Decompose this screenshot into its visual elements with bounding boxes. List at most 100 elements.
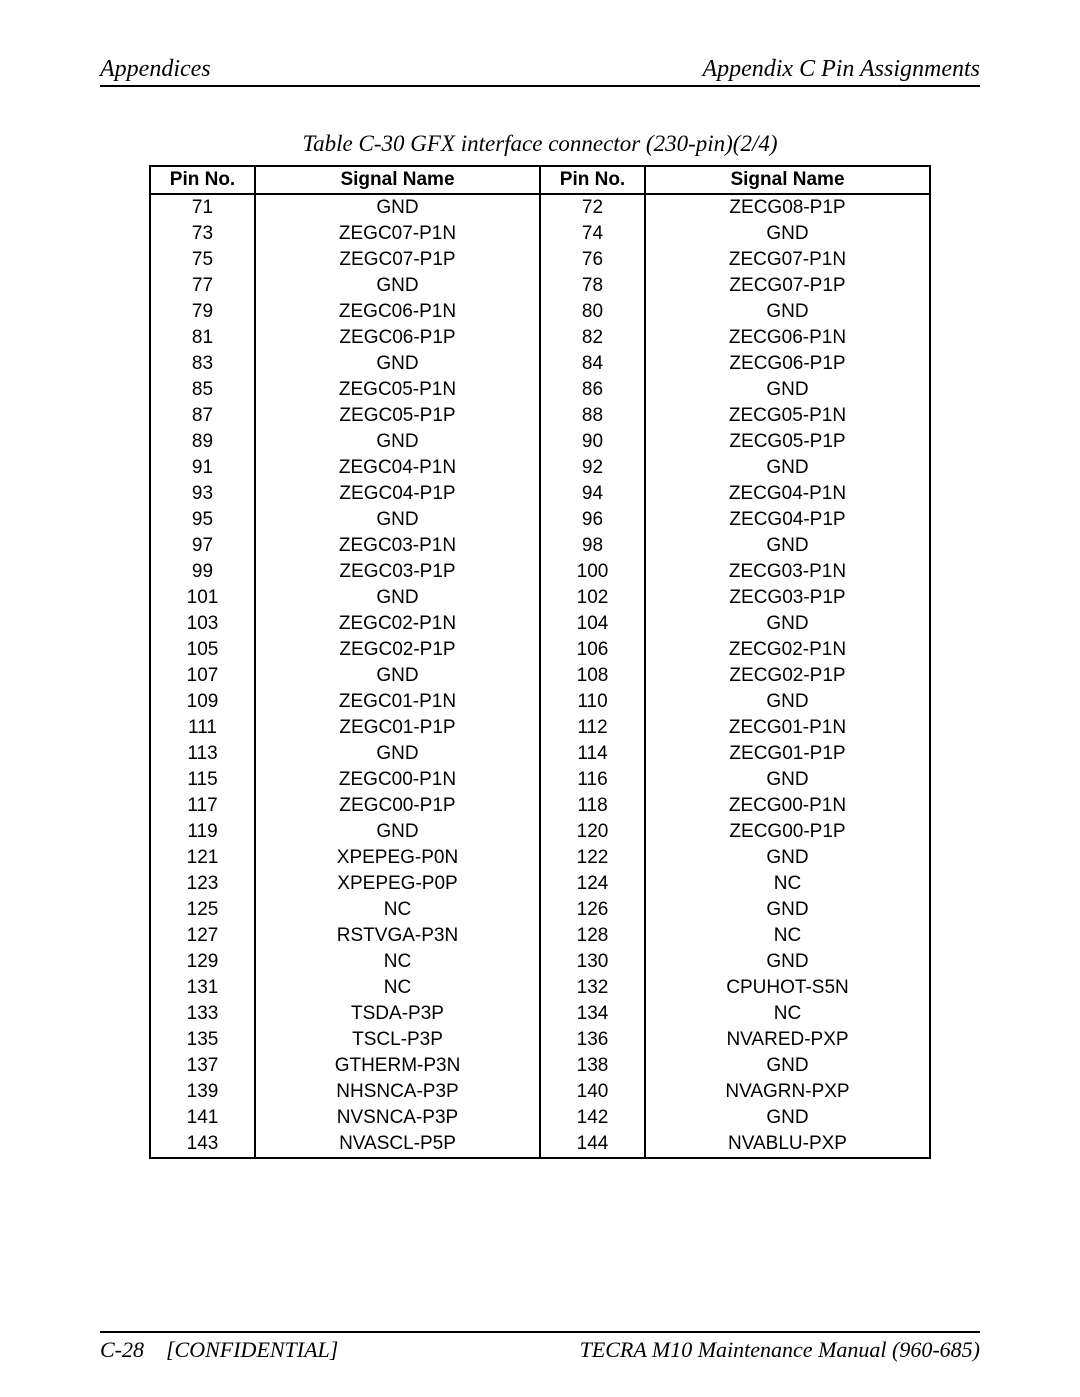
table-row: 99ZEGC03-P1P100ZECG03-P1N (150, 559, 930, 585)
col-header: Signal Name (645, 166, 930, 194)
table-cell: GND (645, 1053, 930, 1079)
table-cell: ZEGC05-P1N (255, 377, 540, 403)
col-header: Pin No. (150, 166, 255, 194)
table-row: 137GTHERM-P3N138GND (150, 1053, 930, 1079)
header-rule (100, 85, 980, 87)
table-cell: 79 (150, 299, 255, 325)
table-cell: 128 (540, 923, 645, 949)
table-cell: ZECG02-P1N (645, 637, 930, 663)
table-cell: 87 (150, 403, 255, 429)
table-cell: 92 (540, 455, 645, 481)
table-cell: 77 (150, 273, 255, 299)
table-cell: 123 (150, 871, 255, 897)
table-cell: GND (645, 1105, 930, 1131)
table-cell: 78 (540, 273, 645, 299)
table-cell: 127 (150, 923, 255, 949)
table-cell: 105 (150, 637, 255, 663)
table-cell: 120 (540, 819, 645, 845)
table-cell: RSTVGA-P3N (255, 923, 540, 949)
table-cell: ZECG04-P1N (645, 481, 930, 507)
table-cell: GND (255, 194, 540, 221)
table-row: 117ZEGC00-P1P118ZECG00-P1N (150, 793, 930, 819)
table-cell: 142 (540, 1105, 645, 1131)
table-cell: GND (645, 897, 930, 923)
table-row: 131NC132CPUHOT-S5N (150, 975, 930, 1001)
table-cell: NC (645, 923, 930, 949)
table-cell: 73 (150, 221, 255, 247)
table-cell: 107 (150, 663, 255, 689)
table-cell: NVARED-PXP (645, 1027, 930, 1053)
table-cell: 90 (540, 429, 645, 455)
table-cell: ZEGC00-P1N (255, 767, 540, 793)
table-cell: GND (255, 585, 540, 611)
table-row: 129NC130GND (150, 949, 930, 975)
table-cell: 102 (540, 585, 645, 611)
table-cell: 131 (150, 975, 255, 1001)
table-cell: 80 (540, 299, 645, 325)
table-cell: ZECG08-P1P (645, 194, 930, 221)
table-cell: NC (645, 871, 930, 897)
table-cell: 91 (150, 455, 255, 481)
table-cell: 126 (540, 897, 645, 923)
table-cell: 125 (150, 897, 255, 923)
table-cell: NVASCL-P5P (255, 1131, 540, 1158)
table-row: 133TSDA-P3P134NC (150, 1001, 930, 1027)
table-cell: 111 (150, 715, 255, 741)
confidential-label: [CONFIDENTIAL] (166, 1337, 338, 1362)
footer-right: TECRA M10 Maintenance Manual (960-685) (580, 1337, 980, 1363)
table-cell: ZECG01-P1N (645, 715, 930, 741)
table-cell: 135 (150, 1027, 255, 1053)
table-cell: 103 (150, 611, 255, 637)
col-header: Pin No. (540, 166, 645, 194)
table-cell: ZECG06-P1N (645, 325, 930, 351)
table-cell: ZEGC04-P1N (255, 455, 540, 481)
table-cell: 144 (540, 1131, 645, 1158)
table-row: 73ZEGC07-P1N74GND (150, 221, 930, 247)
table-cell: 113 (150, 741, 255, 767)
table-row: 79ZEGC06-P1N80GND (150, 299, 930, 325)
table-cell: CPUHOT-S5N (645, 975, 930, 1001)
table-cell: GND (255, 741, 540, 767)
table-row: 121XPEPEG-P0N122GND (150, 845, 930, 871)
table-row: 107GND108ZECG02-P1P (150, 663, 930, 689)
table-cell: 134 (540, 1001, 645, 1027)
table-cell: GND (645, 689, 930, 715)
table-cell: 140 (540, 1079, 645, 1105)
table-cell: 141 (150, 1105, 255, 1131)
table-cell: ZEGC07-P1P (255, 247, 540, 273)
table-cell: 117 (150, 793, 255, 819)
table-cell: TSCL-P3P (255, 1027, 540, 1053)
table-cell: 88 (540, 403, 645, 429)
table-cell: 72 (540, 194, 645, 221)
table-cell: ZEGC07-P1N (255, 221, 540, 247)
table-cell: 143 (150, 1131, 255, 1158)
table-cell: 104 (540, 611, 645, 637)
table-cell: ZEGC03-P1P (255, 559, 540, 585)
table-cell: ZECG06-P1P (645, 351, 930, 377)
table-row: 101GND102ZECG03-P1P (150, 585, 930, 611)
table-cell: GTHERM-P3N (255, 1053, 540, 1079)
page-header: Appendices Appendix C Pin Assignments (100, 56, 980, 85)
table-cell: ZEGC05-P1P (255, 403, 540, 429)
table-cell: 109 (150, 689, 255, 715)
table-cell: 71 (150, 194, 255, 221)
table-cell: 97 (150, 533, 255, 559)
table-cell: ZEGC01-P1P (255, 715, 540, 741)
table-cell: 130 (540, 949, 645, 975)
table-row: 105ZEGC02-P1P106ZECG02-P1N (150, 637, 930, 663)
table-row: 87ZEGC05-P1P88ZECG05-P1N (150, 403, 930, 429)
table-cell: 76 (540, 247, 645, 273)
table-cell: GND (645, 221, 930, 247)
table-row: 103ZEGC02-P1N104GND (150, 611, 930, 637)
table-cell: 83 (150, 351, 255, 377)
table-cell: 89 (150, 429, 255, 455)
table-row: 127RSTVGA-P3N128NC (150, 923, 930, 949)
table-cell: NC (255, 949, 540, 975)
table-row: 85ZEGC05-P1N86GND (150, 377, 930, 403)
table-cell: 96 (540, 507, 645, 533)
table-cell: ZEGC04-P1P (255, 481, 540, 507)
table-row: 125NC126GND (150, 897, 930, 923)
table-cell: GND (645, 533, 930, 559)
table-cell: ZECG01-P1P (645, 741, 930, 767)
table-cell: 118 (540, 793, 645, 819)
